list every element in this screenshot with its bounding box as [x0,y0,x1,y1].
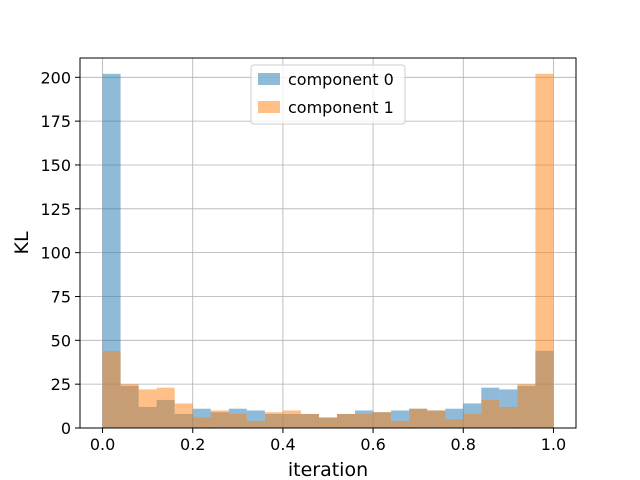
x-tick-label: 1.0 [541,435,566,454]
y-tick-label: 25 [51,375,71,394]
y-tick-label: 75 [51,287,71,306]
bar-component-1 [355,413,374,428]
y-tick-label: 200 [40,68,71,87]
legend: component 0 component 1 [250,64,406,125]
y-tick-label: 100 [40,244,71,263]
y-tick-label: 150 [40,156,71,175]
bar-component-1 [391,420,410,428]
bar-component-1 [337,413,356,428]
y-axis-label: KL [11,231,33,254]
y-tick-label: 125 [40,200,71,219]
bar-component-1 [300,413,319,428]
x-tick-label: 0.4 [270,435,295,454]
bar-component-1 [427,410,446,428]
bar-component-1 [228,413,247,428]
legend-swatch-component-1 [258,101,280,113]
x-tick-label: 0.6 [360,435,385,454]
x-axis-label: iteration [288,459,368,480]
bar-component-1 [517,384,536,428]
bar-component-1 [481,399,500,428]
bar-component-1 [373,412,392,428]
bar-component-1 [499,406,518,428]
y-tick-label: 175 [40,112,71,131]
ticks-layer: 0.0 0.2 0.4 0.6 0.8 1.0 0 25 50 75 100 125 150 175 200 [40,68,566,454]
x-tick-label: 0.0 [90,435,115,454]
x-tick-label: 0.8 [451,435,476,454]
bar-component-1 [174,403,193,428]
bar-component-1 [210,410,229,428]
legend-box [250,64,406,125]
legend-label-component-0: component 0 [288,70,394,89]
y-tick-label: 0 [61,419,71,438]
bar-component-0 [102,73,121,429]
bar-component-1 [120,384,139,428]
plot-frame [79,57,577,429]
legend-swatch-component-0 [258,73,280,85]
bar-component-1 [264,412,283,428]
x-tick-label: 0.2 [180,435,205,454]
bar-component-1 [138,389,157,428]
bar-component-1 [282,410,301,428]
bar-component-1 [318,417,338,428]
bar-component-1 [409,408,428,428]
bar-component-1 [246,420,265,428]
legend-label-component-1: component 1 [288,98,394,117]
y-tick-label: 50 [51,331,71,350]
bar-component-1 [463,413,482,428]
bar-component-1 [192,417,211,428]
bars-layer [102,73,554,429]
bar-component-1 [445,419,464,428]
bar-component-1 [156,387,175,428]
bar-component-1 [102,350,121,428]
bar-component-1 [535,73,554,429]
